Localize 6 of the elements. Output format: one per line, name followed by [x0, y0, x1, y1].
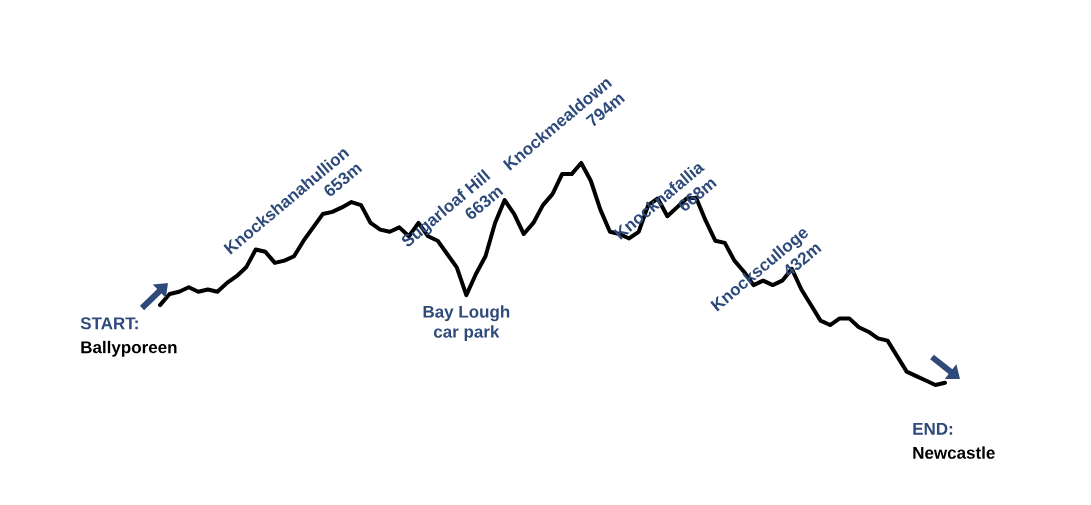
annotation: Ballyporeen — [81, 340, 177, 357]
text: END: — [913, 422, 953, 435]
text: START: — [80, 317, 138, 330]
annotation: car park — [433, 325, 500, 342]
annotation: Bay Lough — [423, 305, 510, 322]
text: Newcastle — [913, 446, 995, 459]
